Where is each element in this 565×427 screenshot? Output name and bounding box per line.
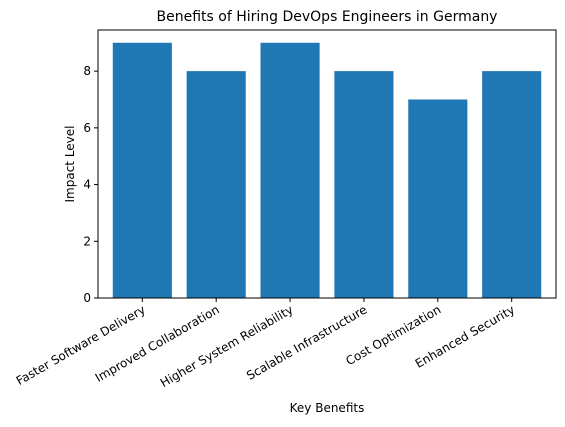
x-tick-label-4: Scalable Infrastructure — [244, 302, 369, 382]
bar-3 — [260, 42, 320, 299]
bar-2 — [186, 71, 246, 298]
x-tick-label-1: Faster Software Delivery — [14, 302, 148, 388]
bars-group — [112, 42, 542, 299]
bar-1 — [112, 42, 172, 299]
y-tick-label-1: 0 — [83, 291, 91, 305]
bar-6 — [482, 71, 542, 298]
y-tick-label-4: 6 — [83, 121, 91, 135]
x-tick-label-3: Higher System Reliability — [158, 302, 296, 390]
x-axis-label: Key Benefits — [290, 401, 365, 415]
y-axis: 0 2 4 6 8 — [83, 64, 98, 305]
y-axis-label: Impact Level — [63, 126, 77, 203]
y-tick-label-2: 2 — [83, 234, 91, 248]
plot-frame — [97, 29, 557, 299]
chart-title: Benefits of Hiring DevOps Engineers in G… — [157, 9, 498, 25]
bar-5 — [408, 99, 468, 299]
x-tick-label-2: Improved Collaboration — [93, 302, 222, 384]
y-tick-label-5: 8 — [83, 64, 91, 78]
y-tick-label-3: 4 — [83, 178, 91, 192]
bar-4 — [334, 71, 394, 298]
